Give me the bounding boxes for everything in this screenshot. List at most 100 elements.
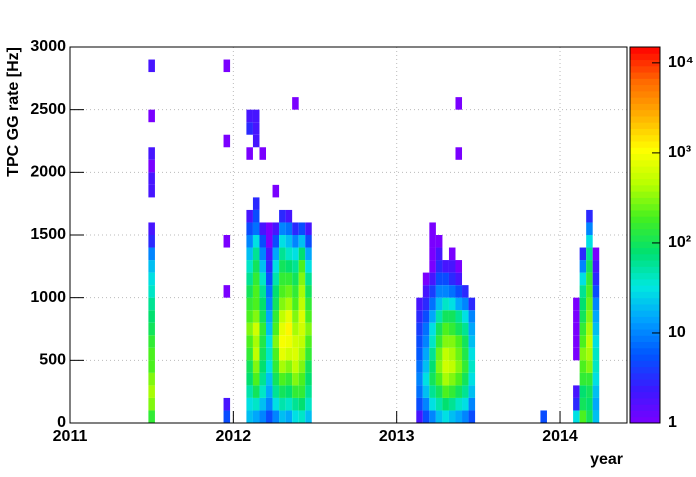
- heatmap-cell: [272, 297, 280, 311]
- heatmap-cell: [579, 397, 587, 411]
- colorbar-swatch: [630, 272, 660, 280]
- heatmap-cell: [259, 285, 267, 298]
- heatmap-cell: [422, 360, 430, 373]
- colorbar-swatch: [630, 260, 660, 267]
- heatmap-cell: [148, 184, 155, 198]
- heatmap-cell: [586, 209, 593, 223]
- heatmap-cell: [435, 360, 443, 373]
- heatmap-cell: [462, 372, 469, 386]
- heatmap-cell: [573, 297, 580, 311]
- heatmap-cell: [148, 109, 155, 123]
- heatmap-cell: [259, 322, 267, 336]
- heatmap-cell: [252, 297, 260, 311]
- heatmap-cell: [148, 385, 155, 398]
- colorbar-swatch: [630, 416, 660, 424]
- heatmap-cell: [455, 385, 463, 398]
- heatmap-cell: [422, 335, 430, 348]
- colorbar-swatch: [630, 297, 660, 305]
- heatmap-cell: [305, 247, 312, 261]
- heatmap-cell: [246, 322, 253, 336]
- heatmap-cell: [292, 372, 299, 386]
- heatmap-cell: [259, 310, 267, 323]
- x-tick-label: 2014: [542, 428, 578, 445]
- heatmap-cell: [298, 260, 306, 273]
- heatmap-cell: [279, 385, 286, 398]
- heatmap-cell: [272, 222, 280, 235]
- heatmap-cell: [579, 322, 587, 336]
- heatmap-cell: [416, 397, 423, 411]
- heatmap-cell: [148, 297, 155, 311]
- heatmap-cell: [279, 310, 286, 323]
- heatmap-cell: [252, 134, 260, 148]
- heatmap-cell: [305, 335, 312, 348]
- heatmap-cell: [266, 297, 273, 311]
- heatmap-cell: [429, 347, 436, 361]
- heatmap-cell: [416, 347, 423, 361]
- heatmap-cell: [416, 385, 423, 398]
- y-tick-label: 3000: [30, 38, 66, 55]
- heatmap-cell: [246, 147, 253, 160]
- heatmap-cell: [468, 347, 476, 361]
- colorbar-swatch: [630, 391, 660, 399]
- heatmap-cell: [259, 347, 267, 361]
- heatmap-cell: [435, 272, 443, 286]
- heatmap-cell: [246, 347, 253, 361]
- colorbar-swatch: [630, 241, 660, 249]
- heatmap-cell: [272, 335, 280, 348]
- heatmap-cell: [298, 310, 306, 323]
- heatmap-cell: [422, 297, 430, 311]
- heatmap-cell: [592, 272, 600, 286]
- heatmap-cell: [279, 397, 286, 411]
- y-tick-label: 1500: [30, 226, 66, 243]
- heatmap-cell: [305, 322, 312, 336]
- heatmap-cell: [285, 397, 293, 411]
- heatmap-cell: [148, 310, 155, 323]
- heatmap-cell: [266, 235, 273, 248]
- heatmap-cell: [429, 310, 436, 323]
- heatmap-cell: [455, 335, 463, 348]
- heatmap-cell: [298, 247, 306, 261]
- heatmap-cell: [448, 360, 456, 373]
- colorbar-swatch: [630, 222, 660, 230]
- heatmap-cell: [298, 410, 306, 423]
- heatmap-cell: [579, 297, 587, 311]
- heatmap-cell: [298, 335, 306, 348]
- heatmap-cell: [573, 310, 580, 323]
- heatmap-cell: [285, 335, 293, 348]
- heatmap-cell: [435, 372, 443, 386]
- heatmap-cell: [579, 385, 587, 398]
- heatmap-cell: [148, 147, 155, 160]
- heatmap-cell: [223, 410, 231, 423]
- heatmap-cell: [252, 397, 260, 411]
- heatmap-cell: [442, 397, 449, 411]
- colorbar-swatch: [630, 191, 660, 198]
- colorbar-swatch: [630, 316, 660, 324]
- heatmap-cell: [148, 410, 155, 423]
- heatmap-cell: [305, 235, 312, 248]
- colorbar-swatch: [630, 47, 660, 54]
- heatmap-cell: [442, 322, 449, 336]
- heatmap-cell: [252, 247, 260, 261]
- heatmap-cell: [442, 410, 449, 423]
- heatmap-cell: [285, 347, 293, 361]
- heatmap-cell: [298, 285, 306, 298]
- heatmap-cell: [592, 385, 600, 398]
- heatmap-cell: [285, 235, 293, 248]
- heatmap-cell: [279, 247, 286, 261]
- heatmap-cell: [462, 347, 469, 361]
- colorbar-swatch: [630, 184, 660, 192]
- colorbar-swatch: [630, 253, 660, 261]
- heatmap-cell: [148, 247, 155, 261]
- heatmap-cell: [148, 360, 155, 373]
- heatmap-cell: [429, 297, 436, 311]
- heatmap-cell: [448, 310, 456, 323]
- heatmap-cell: [462, 297, 469, 311]
- colorbar-swatch: [630, 360, 660, 368]
- heatmap-cell: [148, 260, 155, 273]
- heatmap-cell: [252, 109, 260, 123]
- heatmap-cell: [462, 410, 469, 423]
- heatmap-cell: [279, 410, 286, 423]
- heatmap-cell: [272, 397, 280, 411]
- heatmap-cell: [468, 360, 476, 373]
